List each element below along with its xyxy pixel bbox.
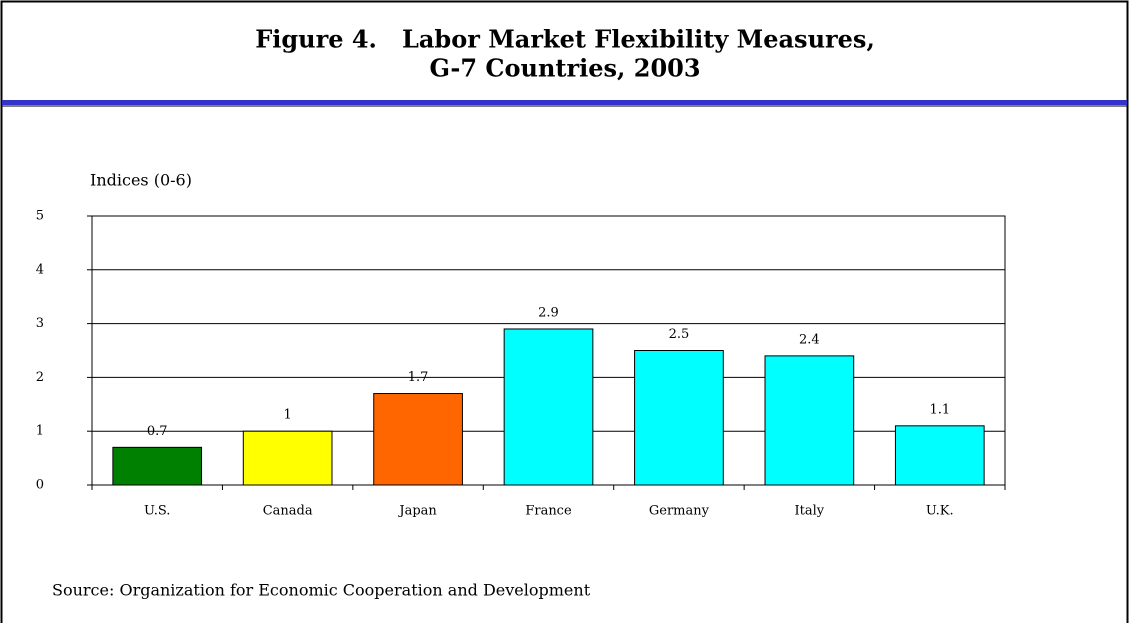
x-tick-label: France: [525, 504, 572, 519]
chart-subtitle: G-7 Countries, 2003: [429, 54, 700, 83]
bar: [242, 430, 333, 486]
x-tick-label: Germany: [649, 504, 710, 519]
bar: [373, 393, 463, 486]
y-tick-label: 5: [36, 209, 44, 224]
data-label: 1.7: [408, 370, 429, 385]
y-tick-label: 2: [36, 370, 44, 385]
bar: [764, 355, 855, 486]
y-axis-label: Indices (0-6): [90, 171, 192, 190]
data-label: 2.9: [538, 305, 559, 320]
y-tick-label: 1: [36, 424, 44, 439]
y-tick-label: 3: [36, 316, 44, 331]
rule: [2, 100, 1127, 105]
bar: [503, 328, 594, 486]
data-label: 0.7: [147, 424, 168, 439]
bar: [112, 446, 203, 486]
y-tick-label: 0: [36, 478, 44, 493]
data-label: 1.1: [929, 402, 950, 417]
data-label: 2.5: [669, 327, 690, 342]
data-label: 2.4: [799, 332, 820, 347]
x-tick-label: U.S.: [144, 504, 170, 519]
source: Source: Organization for Economic Cooper…: [52, 581, 591, 600]
data-label: 1: [284, 408, 292, 423]
x-tick-label: Italy: [795, 504, 825, 519]
chart-title: Figure 4. Labor Market Flexibility Measu…: [255, 25, 875, 54]
x-tick-label: Canada: [263, 504, 313, 519]
y-tick-label: 4: [36, 262, 44, 277]
bar: [634, 350, 724, 486]
x-tick-label: Japan: [397, 504, 437, 519]
bar: [894, 425, 985, 486]
x-tick-label: U.K.: [926, 504, 954, 519]
